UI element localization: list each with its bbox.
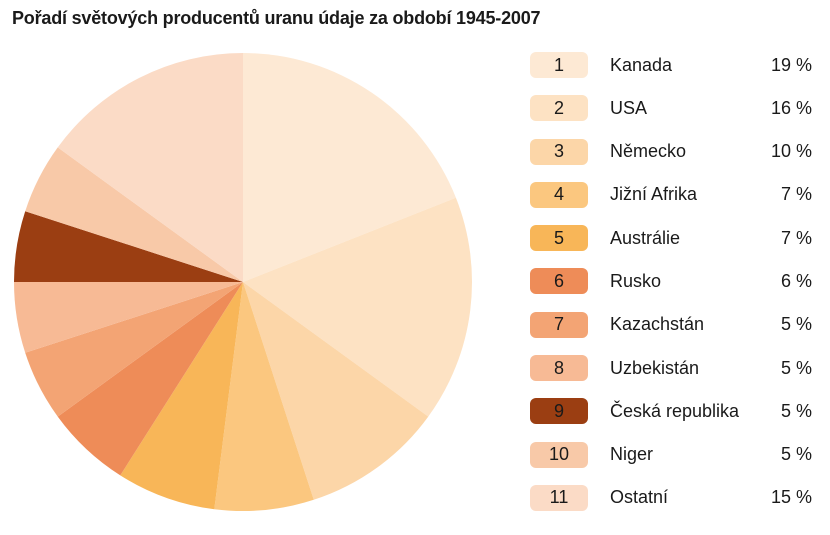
legend-rank-box: 1 xyxy=(530,52,588,78)
pie-slice-10 xyxy=(25,147,244,282)
legend-item: 3 Německo 10 % xyxy=(530,138,820,165)
legend-item: 1 Kanada 19 % xyxy=(530,52,820,78)
legend-rank-box: 7 xyxy=(530,311,588,338)
pie-slice-11 xyxy=(57,53,243,282)
legend-rank-box: 6 xyxy=(530,268,588,295)
legend-label: Austrálie xyxy=(610,227,681,248)
legend-item: 9 Česká republika 5 % xyxy=(530,398,820,425)
legend-label: Česká republika xyxy=(610,400,740,421)
pie-slice-3 xyxy=(243,282,429,500)
pie-slice-4 xyxy=(214,282,314,511)
legend-value: 7 % xyxy=(780,227,812,248)
legend-rank-box: 8 xyxy=(530,355,588,382)
legend-value: 5 % xyxy=(780,400,812,421)
legend-label: Ostatní xyxy=(610,487,669,508)
pie-slice-9 xyxy=(14,211,243,282)
pie-slice-2 xyxy=(243,197,472,417)
legend-item: 5 Austrálie 7 % xyxy=(530,225,820,252)
legend-value: 5 % xyxy=(780,444,812,465)
legend-label: Uzbekistán xyxy=(610,357,700,378)
legend-label: Německo xyxy=(610,141,687,162)
pie-slice-5 xyxy=(120,282,243,510)
legend-value: 15 % xyxy=(770,487,812,508)
pie-svg xyxy=(14,53,472,511)
legend-item: 7 Kazachstán 5 % xyxy=(530,311,820,338)
pie-slice-6 xyxy=(57,282,243,476)
legend-rank-box: 11 xyxy=(530,484,588,511)
chart-title: Pořadí světových producentů uranu údaje … xyxy=(12,8,541,28)
legend-item: 2 USA 16 % xyxy=(530,95,820,122)
legend-rank-box: 5 xyxy=(530,225,588,252)
legend: 1 Kanada 19 % 2 USA 16 % 3 Německo 10 % 4 Jižní Af… xyxy=(530,52,820,528)
legend-rank-box: 4 xyxy=(530,181,588,208)
legend-label: Niger xyxy=(610,444,654,465)
legend-label: Kanada xyxy=(610,54,673,75)
pie-slice-8 xyxy=(14,282,243,353)
legend-rank-box: 2 xyxy=(530,95,588,122)
legend-rank-box: 10 xyxy=(530,441,588,468)
legend-value: 10 % xyxy=(770,141,812,162)
legend-label: Rusko xyxy=(610,270,662,291)
legend-value: 5 % xyxy=(780,357,812,378)
legend-item: 6 Rusko 6 % xyxy=(530,268,820,295)
legend-label: USA xyxy=(610,97,648,118)
legend-item: 11 Ostatní 15 % xyxy=(530,484,820,511)
legend-item: 10 Niger 5 % xyxy=(530,441,820,468)
legend-item: 8 Uzbekistán 5 % xyxy=(530,355,820,382)
legend-rank-box: 9 xyxy=(530,398,588,425)
pie-slice-7 xyxy=(25,282,244,417)
legend-value: 6 % xyxy=(780,270,812,291)
legend-value: 5 % xyxy=(780,314,812,335)
pie-chart xyxy=(14,53,472,511)
legend-item: 4 Jižní Afrika 7 % xyxy=(530,181,820,208)
legend-label: Jižní Afrika xyxy=(610,184,698,205)
legend-value: 7 % xyxy=(780,184,812,205)
legend-rank-box: 3 xyxy=(530,138,588,165)
pie-slice-1 xyxy=(243,53,456,282)
legend-label: Kazachstán xyxy=(610,314,705,335)
legend-value: 16 % xyxy=(770,97,812,118)
legend-value: 19 % xyxy=(770,54,812,75)
